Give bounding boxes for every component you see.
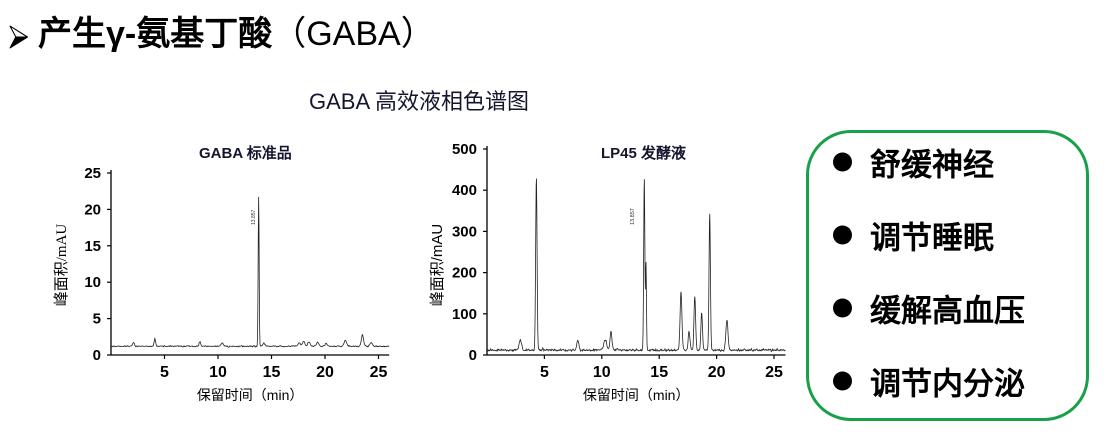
svg-text:25: 25: [765, 364, 783, 381]
svg-text:25: 25: [370, 364, 388, 381]
svg-text:10: 10: [593, 364, 611, 381]
svg-text:10: 10: [209, 364, 227, 381]
svg-text:保留时间（min）: 保留时间（min）: [583, 387, 690, 403]
svg-text:保留时间（min）: 保留时间（min）: [197, 387, 304, 403]
svg-text:5: 5: [93, 311, 101, 328]
svg-text:15: 15: [84, 238, 101, 255]
svg-text:500: 500: [452, 141, 477, 158]
svg-text:0: 0: [469, 347, 477, 364]
svg-text:20: 20: [316, 364, 334, 381]
svg-text:20: 20: [84, 201, 101, 218]
svg-text:13.857: 13.857: [630, 208, 636, 225]
svg-text:5: 5: [540, 364, 549, 381]
svg-text:25: 25: [84, 165, 101, 182]
svg-text:20: 20: [708, 364, 726, 381]
svg-text:300: 300: [452, 223, 477, 240]
svg-text:100: 100: [452, 306, 477, 323]
svg-text:15: 15: [650, 364, 668, 381]
svg-text:0: 0: [93, 347, 101, 364]
svg-text:200: 200: [452, 265, 477, 282]
svg-text:10: 10: [84, 274, 101, 291]
svg-text:400: 400: [452, 182, 477, 199]
svg-text:13.857: 13.857: [251, 209, 257, 225]
svg-text:5: 5: [160, 364, 169, 381]
svg-text:15: 15: [263, 364, 281, 381]
svg-text:峰面积/mAU: 峰面积/mAU: [429, 224, 446, 307]
svg-text:峰面积/mAU: 峰面积/mAU: [53, 224, 70, 307]
